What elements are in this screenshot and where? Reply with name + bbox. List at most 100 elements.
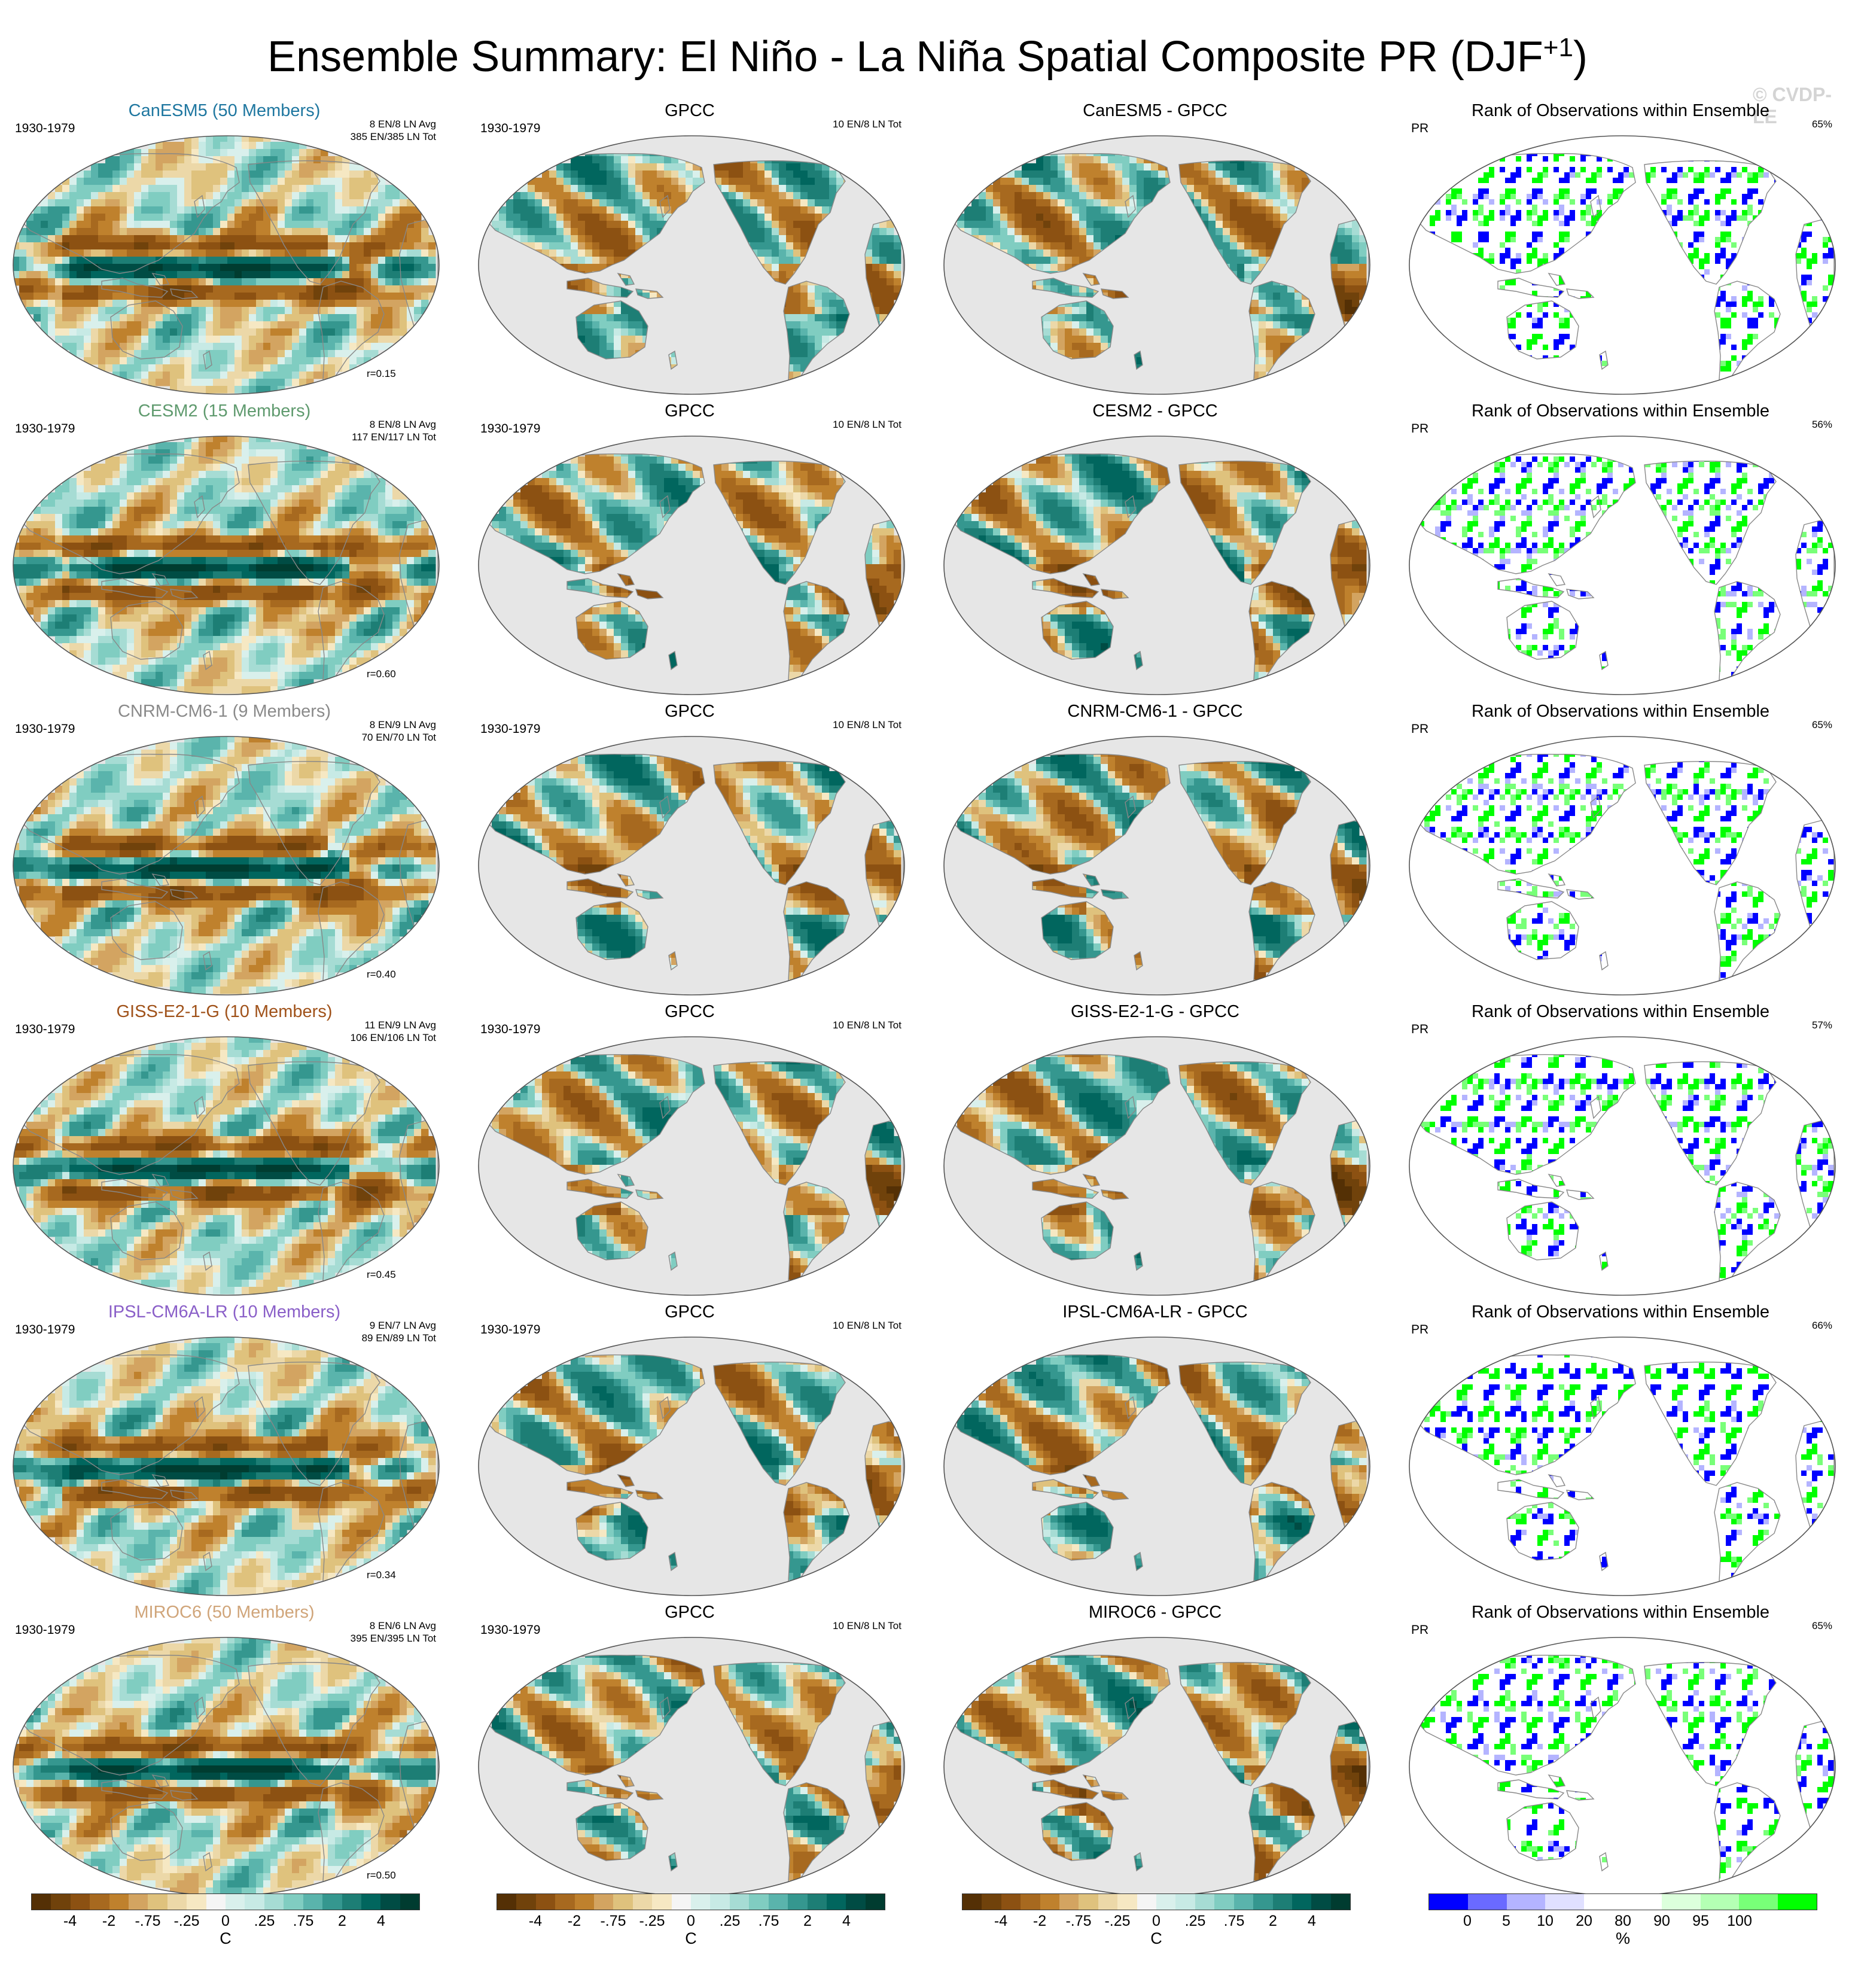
event-count: 8 EN/8 LN Avg 385 EN/385 LN Tot (351, 118, 436, 143)
globe-border (478, 1337, 905, 1596)
panel-title: GPCC (468, 1002, 911, 1022)
colorbar-cell (1214, 1894, 1234, 1910)
colorbar-unit: C (497, 1929, 885, 1948)
globe-border (1409, 1036, 1836, 1296)
colorbar-cell (807, 1894, 827, 1910)
event-count-line: 8 EN/9 LN Avg (362, 719, 436, 731)
colorbar-cell (846, 1894, 866, 1910)
panel-title: MIROC6 (50 Members) (3, 1603, 446, 1622)
colorbar-tick-label: -.25 (173, 1913, 199, 1930)
colorbar-cell (982, 1894, 1001, 1910)
map-panel-diff-6: MIROC6 - GPCC (934, 1600, 1376, 1902)
panel-title: GPCC (468, 401, 911, 421)
colorbar-cell (516, 1894, 536, 1910)
colorbar-tick-label: 2 (1269, 1913, 1277, 1930)
period-label: 1930-1979 (480, 1022, 540, 1037)
period-label: 1930-1979 (480, 121, 540, 136)
map-panel-obs-6: GPCC 1930-1979 10 EN/8 LN Tot (468, 1600, 911, 1902)
variable-label: PR (1411, 1323, 1428, 1337)
colorbar-tick-label: -.75 (1065, 1913, 1091, 1930)
colorbar-cells (1428, 1893, 1817, 1910)
robinson-map (943, 1637, 1370, 1896)
robinson-map (943, 1036, 1370, 1296)
colorbar-tick-label: .25 (720, 1913, 741, 1930)
colorbar-tick-label: 80 (1615, 1913, 1631, 1930)
colorbar-cell (594, 1894, 614, 1910)
period-label: 1930-1979 (480, 422, 540, 436)
colorbar-tick-label: 2 (803, 1913, 812, 1930)
robinson-map (943, 736, 1370, 995)
colorbar-tick-label: 95 (1692, 1913, 1709, 1930)
colorbar-unit: C (31, 1929, 420, 1948)
event-count: 10 EN/8 LN Tot (833, 1019, 901, 1031)
colorbar-cell (1272, 1894, 1292, 1910)
globe-border (13, 135, 440, 395)
colorbar-cell (342, 1894, 361, 1910)
colorbar-ticks: -4 -2 -.75 -.25 0 .25 .75 2 4 (497, 1910, 885, 1931)
panel-title: Rank of Observations within Ensemble (1399, 702, 1842, 721)
colorbar-cell (1584, 1894, 1623, 1910)
event-count-line: 395 EN/395 LN Tot (351, 1632, 436, 1645)
colorbar-tick-label: .75 (1224, 1913, 1245, 1930)
globe-border (943, 736, 1370, 995)
period-label: 1930-1979 (15, 1623, 75, 1637)
colorbar-cell (962, 1894, 982, 1910)
field-layer (13, 1337, 436, 1595)
robinson-map (13, 1337, 440, 1596)
period-label: 1930-1979 (480, 1323, 540, 1337)
colorbar-cell (129, 1894, 148, 1910)
colorbar-cell (148, 1894, 167, 1910)
robinson-map (13, 1637, 440, 1896)
colorbar-cell (361, 1894, 381, 1910)
colorbar-cell (691, 1894, 711, 1910)
robinson-map (1409, 736, 1836, 995)
map-panel-model-6: MIROC6 (50 Members) 1930-1979 8 EN/6 LN Av… (3, 1600, 446, 1902)
colorbar-cell (865, 1894, 885, 1910)
rank-percent: 65% (1812, 1619, 1832, 1632)
panel-title: GPCC (468, 1603, 911, 1622)
robinson-map (478, 1637, 905, 1896)
globe-border (478, 135, 905, 395)
colorbar-cell (1059, 1894, 1079, 1910)
colorbar-cell (206, 1894, 226, 1910)
colorbar-cell (400, 1894, 420, 1910)
globe-border (478, 1036, 905, 1296)
globe-border (478, 736, 905, 995)
colorbar-cell (167, 1894, 187, 1910)
map-panel-rank-5: Rank of Observations within Ensemble PR 66… (1399, 1300, 1842, 1602)
panel-title: CESM2 - GPCC (934, 401, 1376, 421)
globe-border (1409, 736, 1836, 995)
colorbar-tick-label: 10 (1537, 1913, 1554, 1930)
colorbar-tick-label: 4 (377, 1913, 385, 1930)
colorbar-tick-label: -.25 (639, 1913, 665, 1930)
field-layer (13, 736, 436, 994)
colorbar-cell (613, 1894, 633, 1910)
map-panel-obs-5: GPCC 1930-1979 10 EN/8 LN Tot (468, 1300, 911, 1602)
colorbar-cell (652, 1894, 672, 1910)
pattern-correlation: r=0.15 (367, 368, 396, 380)
robinson-map (1409, 1036, 1836, 1296)
colorbar-cells (497, 1893, 885, 1910)
globe-border (943, 1337, 1370, 1596)
map-panel-obs-3: GPCC 1930-1979 10 EN/8 LN Tot (468, 699, 911, 1001)
rank-percent: 56% (1812, 418, 1832, 431)
colorbar-cell (749, 1894, 769, 1910)
colorbar-tick-label: 0 (1463, 1913, 1472, 1930)
colorbar-cell (322, 1894, 342, 1910)
panel-title: CanESM5 - GPCC (934, 101, 1376, 121)
globe-border (1409, 135, 1836, 395)
colorbar-cell (1467, 1894, 1507, 1910)
period-label: 1930-1979 (15, 1022, 75, 1037)
panel-title: CNRM-CM6-1 (9 Members) (3, 702, 446, 721)
period-label: 1930-1979 (15, 722, 75, 736)
colorbar-1: -4 -2 -.75 -.25 0 .25 .75 2 4 C (31, 1893, 420, 1948)
colorbar-ticks: -4 -2 -.75 -.25 0 .25 .75 2 4 (31, 1910, 420, 1931)
panel-title: MIROC6 - GPCC (934, 1603, 1376, 1622)
event-count-line: 9 EN/7 LN Avg (362, 1319, 436, 1332)
globe-border (943, 436, 1370, 695)
colorbar-cell (710, 1894, 730, 1910)
colorbar-tick-label: 4 (1308, 1913, 1316, 1930)
colorbar-tick-label: -2 (568, 1913, 581, 1930)
globe-border (1409, 436, 1836, 695)
globe-border (1409, 1337, 1836, 1596)
